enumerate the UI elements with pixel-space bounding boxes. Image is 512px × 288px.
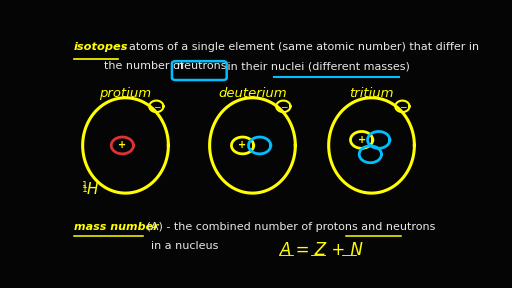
- Text: in a nucleus: in a nucleus: [152, 241, 219, 251]
- Text: protium: protium: [99, 87, 152, 100]
- Text: +: +: [118, 141, 126, 150]
- Text: tritium: tritium: [349, 87, 394, 100]
- Text: 1: 1: [81, 181, 87, 190]
- Text: −: −: [280, 102, 287, 111]
- Text: −: −: [153, 102, 160, 111]
- Text: −: −: [399, 102, 406, 111]
- Text: H: H: [87, 182, 98, 197]
- Text: - atoms of a single element (same atomic number) that differ in: - atoms of a single element (same atomic…: [118, 42, 479, 52]
- Text: in their nuclei (different masses): in their nuclei (different masses): [224, 61, 410, 71]
- Text: 1: 1: [81, 185, 87, 194]
- Text: +: +: [239, 141, 247, 150]
- Text: neutrons: neutrons: [177, 61, 227, 71]
- Text: (A) - the combined number of protons and neutrons: (A) - the combined number of protons and…: [143, 222, 436, 232]
- Text: A = Z + N: A = Z + N: [280, 241, 364, 259]
- Text: +: +: [357, 135, 366, 145]
- Text: the number of: the number of: [103, 61, 187, 71]
- Text: deuterium: deuterium: [218, 87, 287, 100]
- Text: mass number: mass number: [74, 222, 159, 232]
- Text: isotopes: isotopes: [74, 42, 129, 52]
